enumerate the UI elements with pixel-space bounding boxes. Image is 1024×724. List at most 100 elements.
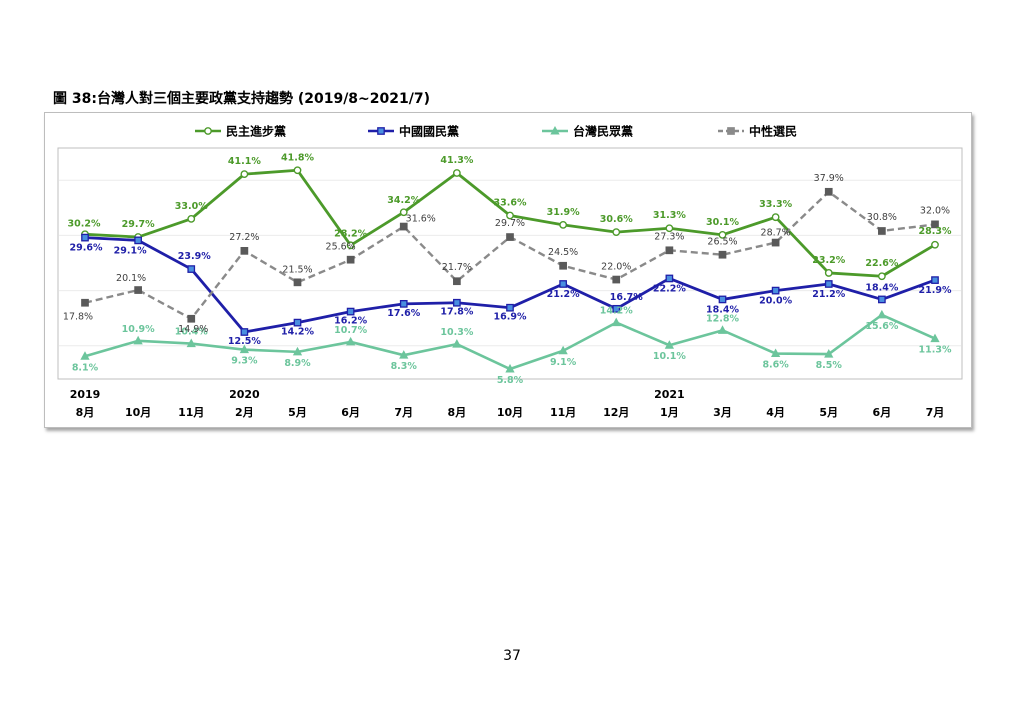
data-label: 14.9% [178, 324, 208, 335]
data-point [81, 233, 89, 242]
data-label: 22.2% [653, 283, 686, 294]
year-label: 2021 [654, 388, 685, 401]
data-label: 9.3% [231, 356, 258, 367]
data-label: 18.4% [706, 304, 739, 315]
data-point [771, 213, 780, 222]
data-point [239, 344, 250, 354]
data-point [506, 303, 514, 312]
data-point [133, 335, 143, 345]
legend-marker [377, 127, 385, 135]
data-label: 5.8% [497, 375, 524, 386]
data-point [612, 275, 621, 284]
chart-legend: 民主進步黨 中國國民黨 台灣民眾黨 中性選民 [195, 124, 797, 139]
legend-label: 民主進步黨 [226, 124, 286, 139]
data-point [186, 338, 196, 348]
data-point [665, 224, 674, 233]
data-label: 30.8% [867, 212, 897, 223]
x-tick-label: 4月 [766, 406, 785, 419]
data-label: 34.2% [387, 195, 420, 206]
data-point [506, 211, 514, 220]
data-point [134, 236, 142, 245]
data-point [240, 328, 249, 336]
data-label: 37.9% [814, 173, 844, 184]
data-point [399, 222, 408, 231]
data-point [931, 276, 939, 284]
data-label: 30.6% [600, 214, 633, 225]
data-label: 29.7% [122, 219, 155, 230]
data-point [506, 233, 514, 241]
data-point [824, 349, 834, 358]
data-point [878, 295, 886, 304]
data-label: 10.3% [440, 327, 473, 338]
data-label: 26.5% [707, 237, 737, 248]
data-point [877, 272, 886, 281]
x-tick-label: 10月 [125, 406, 151, 419]
data-label: 28.7% [761, 228, 791, 239]
data-point [346, 255, 355, 264]
data-label: 12.8% [706, 313, 739, 324]
data-label: 23.9% [178, 251, 211, 262]
data-label: 33.0% [175, 201, 208, 212]
series-line [80, 309, 940, 373]
data-point [452, 169, 461, 177]
data-point [505, 363, 515, 373]
data-point [559, 280, 567, 288]
data-point [187, 314, 196, 323]
line-chart: 民主進步黨 中國國民黨 台灣民眾黨 中性選民 30.2% 29.7% 33.0% 41.1%… [57, 124, 963, 419]
x-axis: 2019 2020 2021 8月 10月 11月 2月 5月 6月 7月 8月 10月 11月 12月 1… [70, 388, 945, 419]
data-label: 8.6% [762, 360, 789, 371]
data-point [771, 286, 780, 295]
figure-title: 圖 38:台灣人對三個主要政黨支持趨勢 (2019/8~2021/7) [53, 91, 430, 107]
data-label: 31.9% [547, 207, 580, 218]
x-tick-label: 11月 [178, 406, 204, 419]
x-tick-label: 5月 [819, 406, 838, 419]
legend-marker [204, 127, 212, 135]
data-label: 29.1% [114, 245, 147, 256]
data-point [665, 246, 674, 255]
data-label: 32.0% [920, 205, 950, 216]
data-point [664, 340, 675, 349]
data-label: 12.5% [228, 336, 261, 347]
data-label: 18.4% [865, 282, 898, 293]
data-point [293, 278, 302, 287]
data-label: 23.2% [812, 255, 845, 266]
data-label: 33.3% [759, 199, 792, 210]
x-tick-label: 8月 [448, 406, 467, 419]
data-label: 28.2% [334, 228, 367, 239]
data-label: 22.6% [865, 258, 898, 269]
legend-marker [727, 127, 735, 135]
data-point [292, 346, 303, 356]
data-label: 16.9% [494, 312, 527, 323]
data-labels: 30.2% 29.7% 33.0% 41.1% 41.8% 28.2% 34.2% 41.3%… [63, 152, 952, 386]
plot-area [57, 147, 963, 380]
data-label: 8.5% [816, 360, 843, 371]
data-point [717, 325, 728, 334]
data-label: 17.8% [63, 312, 93, 323]
data-label: 10.4% [175, 327, 208, 338]
data-label: 21.9% [919, 285, 952, 296]
data-label: 9.1% [550, 357, 577, 368]
data-label: 29.7% [495, 218, 525, 229]
x-tick-label: 11月 [550, 406, 576, 419]
data-point [187, 214, 196, 223]
legend-label: 中性選民 [749, 124, 797, 139]
legend-label: 中國國民黨 [399, 124, 459, 139]
data-point [931, 240, 939, 249]
data-point [346, 307, 355, 316]
data-point [718, 230, 727, 239]
chart-frame: 民主進步黨 中國國民黨 台灣民眾黨 中性選民 30.2% 29.7% 33.0% 41.1%… [44, 112, 972, 428]
data-label: 22.0% [601, 262, 631, 273]
legend-marker [550, 125, 560, 135]
data-point [824, 187, 833, 196]
data-label: 21.2% [547, 289, 580, 300]
data-point [399, 350, 409, 359]
data-label: 17.6% [387, 308, 420, 319]
data-label: 8.9% [284, 358, 311, 369]
data-point [559, 221, 568, 229]
x-tick-label: 12月 [603, 406, 629, 419]
x-tick-label: 10月 [497, 406, 523, 419]
data-point [877, 309, 887, 319]
data-point [346, 241, 355, 250]
data-point [718, 295, 727, 304]
x-tick-label: 2月 [235, 406, 254, 419]
